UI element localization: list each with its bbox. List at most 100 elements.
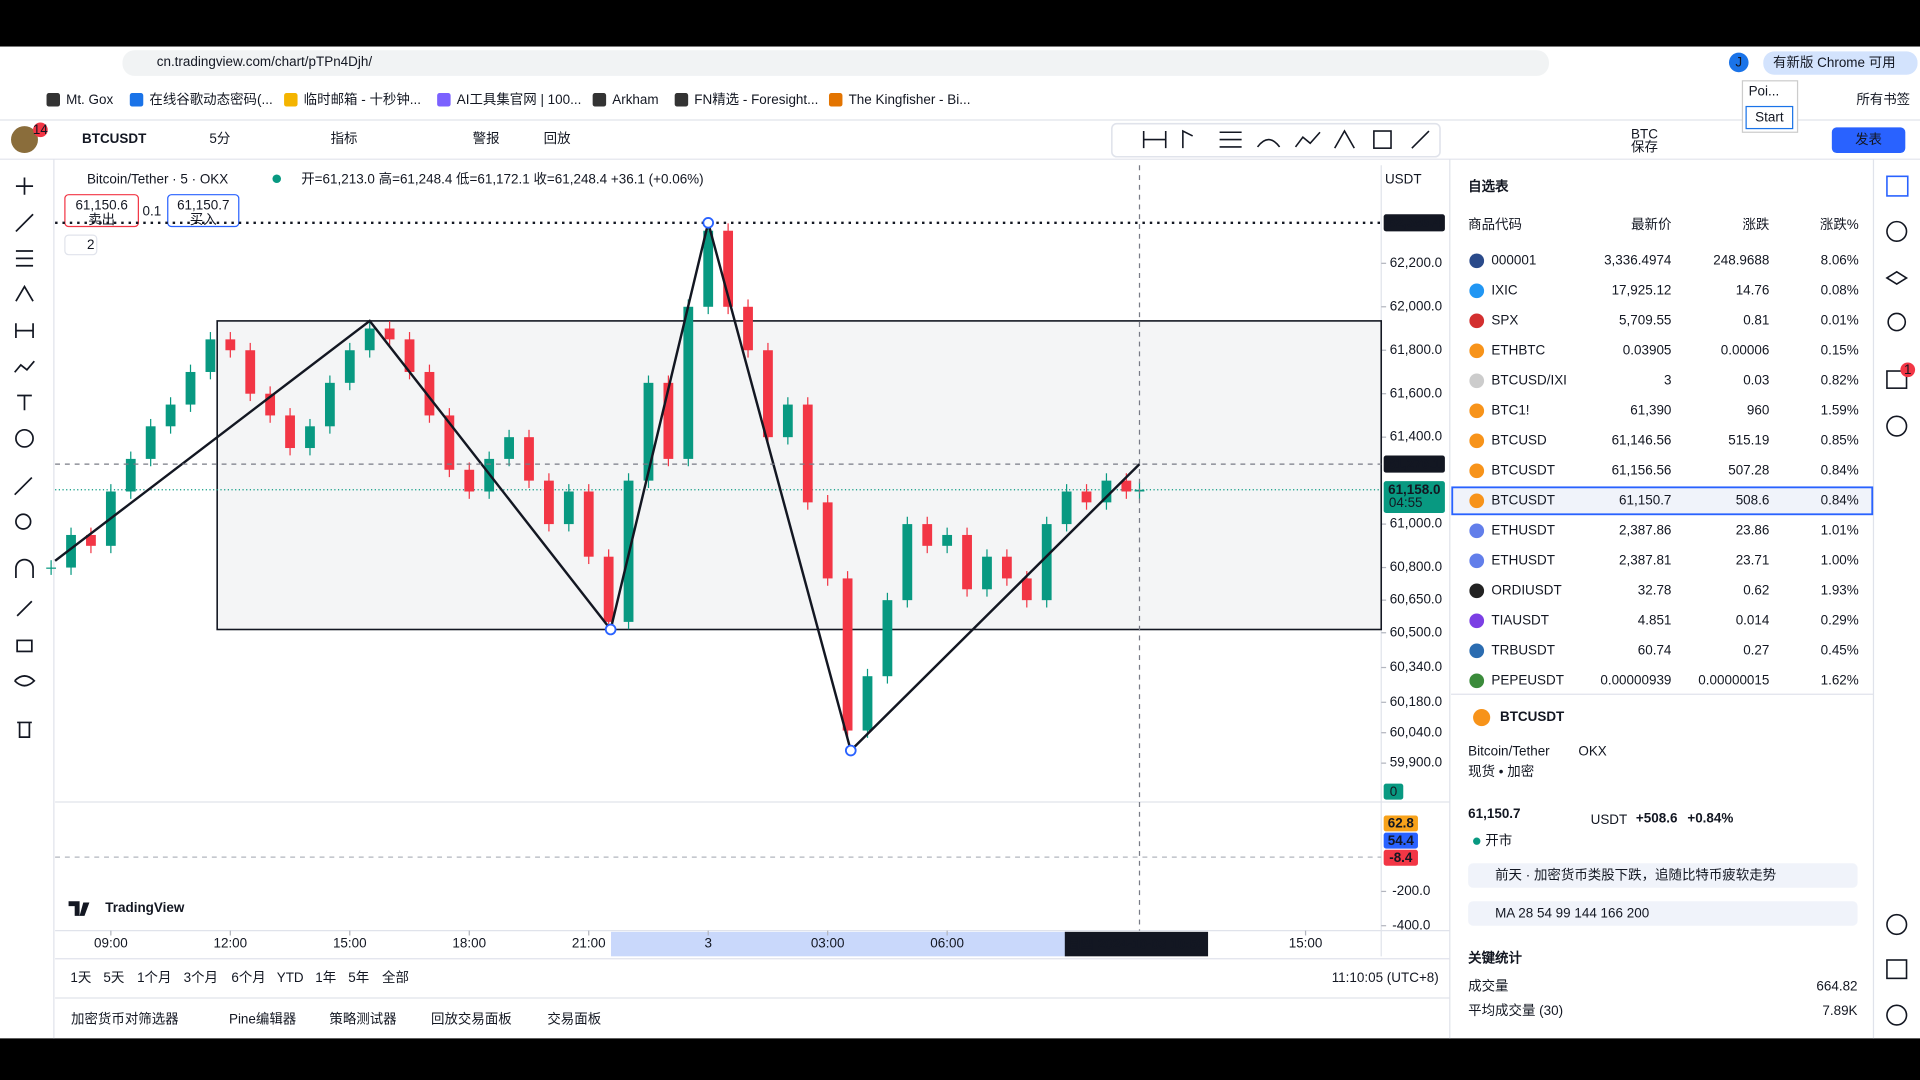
stat-label: 平均成交量 (30) (1468, 1002, 1563, 1018)
row-value: 0.29% (1821, 612, 1859, 627)
bookmark[interactable]: 在线谷歌动态密码(... (149, 91, 272, 107)
user-avatar[interactable] (11, 126, 38, 154)
symbol-icon (1469, 643, 1485, 659)
watchlist-title[interactable]: 自选表 (1468, 178, 1509, 194)
row-symbol[interactable]: IXIC (1491, 282, 1517, 297)
bottom-tab[interactable]: Pine编辑器 (229, 1012, 297, 1027)
row-symbol[interactable]: 000001 (1491, 252, 1536, 267)
bottom-tab[interactable]: 回放交易面板 (431, 1011, 512, 1027)
row-symbol[interactable]: BTC1! (1491, 402, 1529, 417)
publish[interactable]: 发表 (1855, 132, 1882, 147)
row-symbol[interactable]: SPX (1491, 312, 1518, 327)
row-value: 0.014 (1736, 612, 1770, 627)
update-notice[interactable]: 有新版 Chrome 可用 (1773, 55, 1896, 70)
profile-letter: J (1735, 55, 1742, 70)
candle-body (125, 458, 136, 492)
bookmark[interactable]: AI工具集官网 | 100... (457, 92, 582, 107)
save[interactable]: 保存 (1631, 140, 1658, 155)
pattern-point (844, 744, 857, 757)
row-symbol[interactable]: ETHBTC (1491, 342, 1545, 357)
row-symbol[interactable]: BTCUSDT (1491, 462, 1555, 477)
candle-body (66, 534, 76, 568)
row-symbol[interactable]: TIAUSDT (1491, 612, 1549, 627)
range-button[interactable]: YTD (277, 970, 304, 985)
row-value: 8.06% (1821, 252, 1859, 267)
oscillator-tick-label: -400.0 (1392, 917, 1430, 932)
range-button[interactable]: 3个月 (184, 970, 218, 985)
bookmark-icon (592, 93, 607, 107)
buy-box[interactable] (167, 194, 240, 228)
detail-change-pct: +0.84% (1687, 811, 1733, 826)
candle-body (165, 404, 176, 427)
row-symbol[interactable]: ETHUSDT (1491, 552, 1555, 567)
update-pill[interactable] (1763, 51, 1918, 75)
row-value: 0.03905 (1623, 342, 1672, 357)
sell-box[interactable] (64, 194, 139, 228)
row-value: 0.85% (1821, 432, 1859, 447)
range-button[interactable]: 6个月 (231, 970, 265, 985)
bookmark[interactable]: FN精选 - Foresight... (694, 92, 818, 107)
bookmarks-all[interactable]: 所有书签 (1856, 91, 1910, 107)
currency[interactable]: BTC (1631, 126, 1658, 141)
row-symbol[interactable]: BTCUSDT (1491, 492, 1555, 507)
y-tick-label: 60,180.0 (1390, 694, 1442, 709)
news[interactable]: 前天 · 加密货币类股下跌，追随比特币疲软走势 (1495, 867, 1776, 883)
sell-label[interactable]: 卖出 (88, 212, 115, 227)
quote-currency[interactable]: USDT (1385, 172, 1422, 187)
interval[interactable]: 5分 (209, 131, 230, 146)
candle-body (982, 556, 992, 590)
symbol-icon (1469, 433, 1485, 449)
buy-label[interactable]: 买入 (190, 212, 217, 227)
candle-body (703, 230, 714, 307)
sell-price[interactable]: 61,150.6 (75, 197, 127, 212)
buy-price[interactable]: 61,150.7 (177, 197, 229, 212)
bottom-tab[interactable]: 策略测试器 (329, 1011, 397, 1027)
indicators[interactable]: 指标 (331, 131, 358, 146)
indicator-count[interactable]: 2 (87, 237, 94, 252)
row-symbol[interactable]: PEPEUSDT (1491, 672, 1564, 687)
candle-body (1061, 491, 1072, 525)
bookmark[interactable]: Mt. Gox (66, 92, 113, 107)
symbol-icon (1469, 253, 1485, 269)
symbol-search[interactable]: BTCUSDT (82, 131, 147, 146)
start-button[interactable] (1745, 105, 1794, 130)
start-label[interactable]: Start (1755, 110, 1784, 125)
bottom-tab[interactable]: 加密货币对筛选器 (71, 1011, 179, 1027)
row-symbol[interactable]: BTCUSD/IXI (1491, 372, 1567, 387)
bottom-tab[interactable]: 交易面板 (547, 1011, 601, 1027)
bookmark[interactable]: 临时邮箱 - 十秒钟... (304, 91, 421, 107)
replay[interactable]: 回放 (544, 131, 571, 146)
row-symbol[interactable]: TRBUSDT (1491, 642, 1555, 657)
badge (33, 122, 48, 138)
bookmark[interactable]: The Kingfisher - Bi... (849, 92, 971, 107)
profile[interactable] (1728, 52, 1749, 73)
candle-body (145, 426, 156, 459)
candle-body (583, 491, 594, 557)
logo-text: TradingView (105, 900, 185, 915)
row-value: 0.00006 (1721, 342, 1770, 357)
publish-button[interactable] (1831, 127, 1906, 154)
row-symbol[interactable]: ETHUSDT (1491, 522, 1555, 537)
volume-zero: 0 (1390, 784, 1397, 799)
url[interactable]: cn.tradingview.com/chart/pTPn4Djh/ (157, 54, 373, 69)
news-bg[interactable] (1468, 863, 1858, 888)
range-button[interactable]: 5天 (103, 970, 124, 985)
address-bar[interactable] (122, 50, 1549, 76)
range-button[interactable]: 1个月 (137, 970, 171, 985)
range-button[interactable]: 5年 (348, 970, 369, 985)
row-symbol[interactable]: BTCUSD (1491, 432, 1547, 447)
row-symbol[interactable]: ORDIUSDT (1491, 582, 1561, 597)
badge-count: 14 (33, 122, 48, 137)
alert[interactable]: 警报 (473, 131, 500, 146)
spread: 0.1 (142, 203, 161, 218)
stat-value: 664.82 (1816, 979, 1857, 994)
range-button[interactable]: 1天 (70, 970, 91, 985)
selected-row[interactable] (1451, 486, 1874, 516)
indicator-toggle[interactable] (64, 234, 98, 256)
range-button[interactable]: 1年 (315, 970, 336, 985)
row-value: 1.00% (1821, 552, 1859, 567)
bookmark[interactable]: Arkham (612, 92, 658, 107)
y-tick-label: 59,900.0 (1390, 755, 1442, 770)
range-button[interactable]: 全部 (382, 969, 409, 985)
